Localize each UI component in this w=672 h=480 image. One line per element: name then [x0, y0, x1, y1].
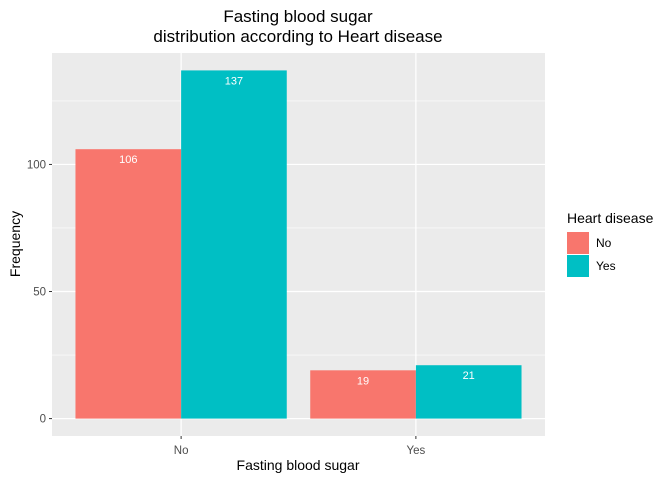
x-tick-label-yes: Yes [406, 445, 425, 457]
y-axis-title: Frequency [7, 211, 23, 277]
x-axis-title: Fasting blood sugar [237, 457, 360, 473]
chart-title-line-2: distribution according to Heart disease [153, 27, 442, 46]
y-tick-label-100: 100 [27, 159, 46, 171]
bar-label-yes-no: 19 [357, 375, 369, 387]
y-tick-label-0: 0 [40, 414, 46, 426]
y-tick-label-50: 50 [33, 287, 46, 299]
legend-label-no: No [596, 236, 612, 250]
bar-label-yes-yes: 21 [463, 370, 475, 382]
y-axis: 0 50 100 [27, 159, 52, 426]
bars [75, 70, 522, 419]
legend: Heart disease No Yes [567, 210, 654, 277]
legend-label-yes: Yes [596, 259, 616, 273]
bar-label-no-no: 106 [119, 154, 137, 166]
bar-yes-no [310, 370, 416, 419]
bar-label-no-yes: 137 [225, 75, 243, 87]
legend-key-no [567, 232, 589, 254]
legend-title: Heart disease [567, 210, 654, 226]
legend-key-yes [567, 255, 589, 277]
x-axis: No Yes [174, 436, 426, 457]
bar-no-yes [181, 70, 287, 419]
chart-title-line-1: Fasting blood sugar [223, 7, 373, 26]
x-tick-label-no: No [174, 445, 189, 457]
bar-yes-yes [415, 365, 522, 419]
bar-labels: 106 19 137 21 [119, 75, 475, 387]
bar-no-no [75, 149, 182, 419]
